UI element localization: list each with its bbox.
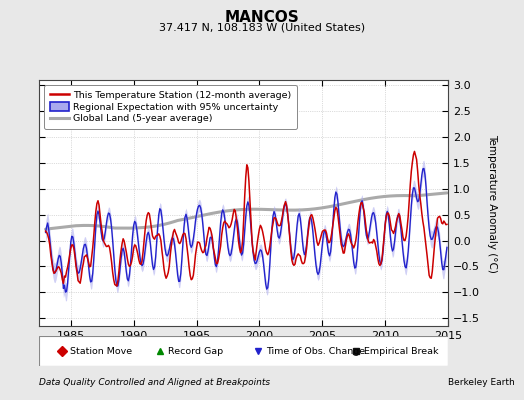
Text: Berkeley Earth: Berkeley Earth [448,378,515,387]
Text: Time of Obs. Change: Time of Obs. Change [266,346,365,356]
Text: 37.417 N, 108.183 W (United States): 37.417 N, 108.183 W (United States) [159,22,365,32]
Text: Station Move: Station Move [70,346,132,356]
Y-axis label: Temperature Anomaly (°C): Temperature Anomaly (°C) [487,134,497,272]
Text: MANCOS: MANCOS [225,10,299,25]
Legend: This Temperature Station (12-month average), Regional Expectation with 95% uncer: This Temperature Station (12-month avera… [44,85,297,129]
Text: Record Gap: Record Gap [168,346,223,356]
Text: Data Quality Controlled and Aligned at Breakpoints: Data Quality Controlled and Aligned at B… [39,378,270,387]
Text: Empirical Break: Empirical Break [364,346,439,356]
